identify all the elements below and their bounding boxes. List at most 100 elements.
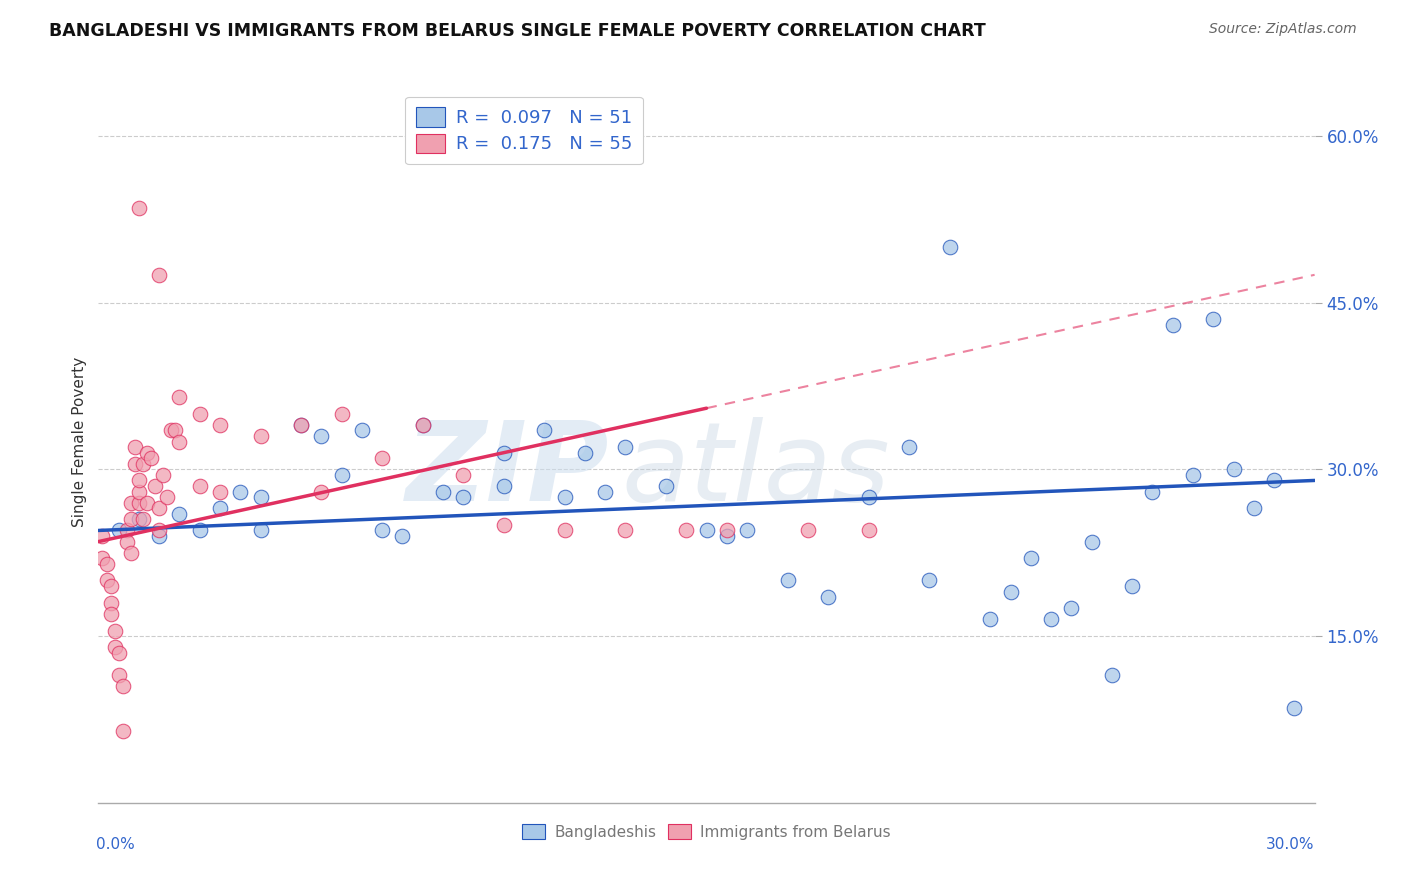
Point: [1101, 668, 1123, 682]
Point: [371, 451, 394, 466]
Point: [107, 646, 129, 660]
Point: [918, 574, 941, 588]
Point: [148, 501, 170, 516]
Text: 30.0%: 30.0%: [1267, 837, 1315, 852]
Point: [111, 679, 134, 693]
Point: [249, 524, 271, 538]
Legend: Bangladeshis, Immigrants from Belarus: Bangladeshis, Immigrants from Belarus: [516, 818, 897, 846]
Point: [290, 417, 312, 432]
Point: [614, 524, 637, 538]
Point: [939, 240, 962, 254]
Point: [249, 490, 271, 504]
Point: [128, 201, 150, 215]
Point: [132, 512, 155, 526]
Point: [696, 524, 718, 538]
Point: [229, 484, 252, 499]
Point: [124, 457, 146, 471]
Point: [100, 579, 122, 593]
Point: [115, 524, 138, 538]
Point: [100, 596, 122, 610]
Point: [1040, 612, 1063, 626]
Point: [188, 479, 211, 493]
Point: [330, 467, 353, 482]
Point: [209, 417, 232, 432]
Point: [492, 479, 515, 493]
Point: [152, 467, 174, 482]
Point: [188, 407, 211, 421]
Point: [128, 474, 150, 488]
Text: Source: ZipAtlas.com: Source: ZipAtlas.com: [1209, 22, 1357, 37]
Point: [1222, 462, 1244, 476]
Point: [979, 612, 1001, 626]
Point: [432, 484, 454, 499]
Point: [96, 557, 118, 571]
Point: [1202, 312, 1225, 326]
Point: [124, 440, 146, 454]
Point: [554, 490, 576, 504]
Point: [120, 496, 142, 510]
Text: atlas: atlas: [621, 417, 890, 524]
Point: [492, 517, 515, 532]
Point: [120, 546, 142, 560]
Point: [1060, 601, 1083, 615]
Point: [188, 524, 211, 538]
Point: [716, 529, 738, 543]
Point: [107, 524, 129, 538]
Point: [735, 524, 758, 538]
Point: [898, 440, 921, 454]
Point: [115, 534, 138, 549]
Point: [136, 496, 159, 510]
Point: [311, 484, 333, 499]
Point: [614, 440, 637, 454]
Point: [371, 524, 394, 538]
Point: [655, 479, 678, 493]
Point: [111, 723, 134, 738]
Point: [91, 551, 114, 566]
Point: [533, 424, 555, 438]
Point: [858, 490, 880, 504]
Point: [136, 445, 159, 459]
Point: [858, 524, 880, 538]
Point: [412, 417, 434, 432]
Point: [91, 529, 114, 543]
Point: [143, 479, 166, 493]
Point: [128, 484, 150, 499]
Point: [104, 640, 127, 655]
Point: [675, 524, 697, 538]
Point: [716, 524, 738, 538]
Point: [1080, 534, 1102, 549]
Point: [574, 445, 596, 459]
Point: [169, 390, 191, 404]
Point: [350, 424, 373, 438]
Point: [1000, 584, 1022, 599]
Point: [554, 524, 576, 538]
Point: [132, 457, 155, 471]
Point: [391, 529, 413, 543]
Point: [817, 590, 839, 604]
Point: [1121, 579, 1143, 593]
Point: [128, 512, 150, 526]
Point: [797, 524, 820, 538]
Point: [107, 668, 129, 682]
Text: 0.0%: 0.0%: [96, 837, 135, 852]
Point: [120, 512, 142, 526]
Point: [148, 268, 170, 282]
Point: [1019, 551, 1042, 566]
Point: [148, 524, 170, 538]
Point: [593, 484, 616, 499]
Point: [412, 417, 434, 432]
Point: [96, 574, 118, 588]
Point: [249, 429, 271, 443]
Point: [492, 445, 515, 459]
Point: [290, 417, 312, 432]
Point: [165, 424, 187, 438]
Point: [156, 490, 179, 504]
Point: [100, 607, 122, 621]
Point: [776, 574, 799, 588]
Point: [139, 451, 162, 466]
Point: [209, 484, 232, 499]
Point: [311, 429, 333, 443]
Point: [1182, 467, 1205, 482]
Point: [169, 507, 191, 521]
Point: [148, 529, 170, 543]
